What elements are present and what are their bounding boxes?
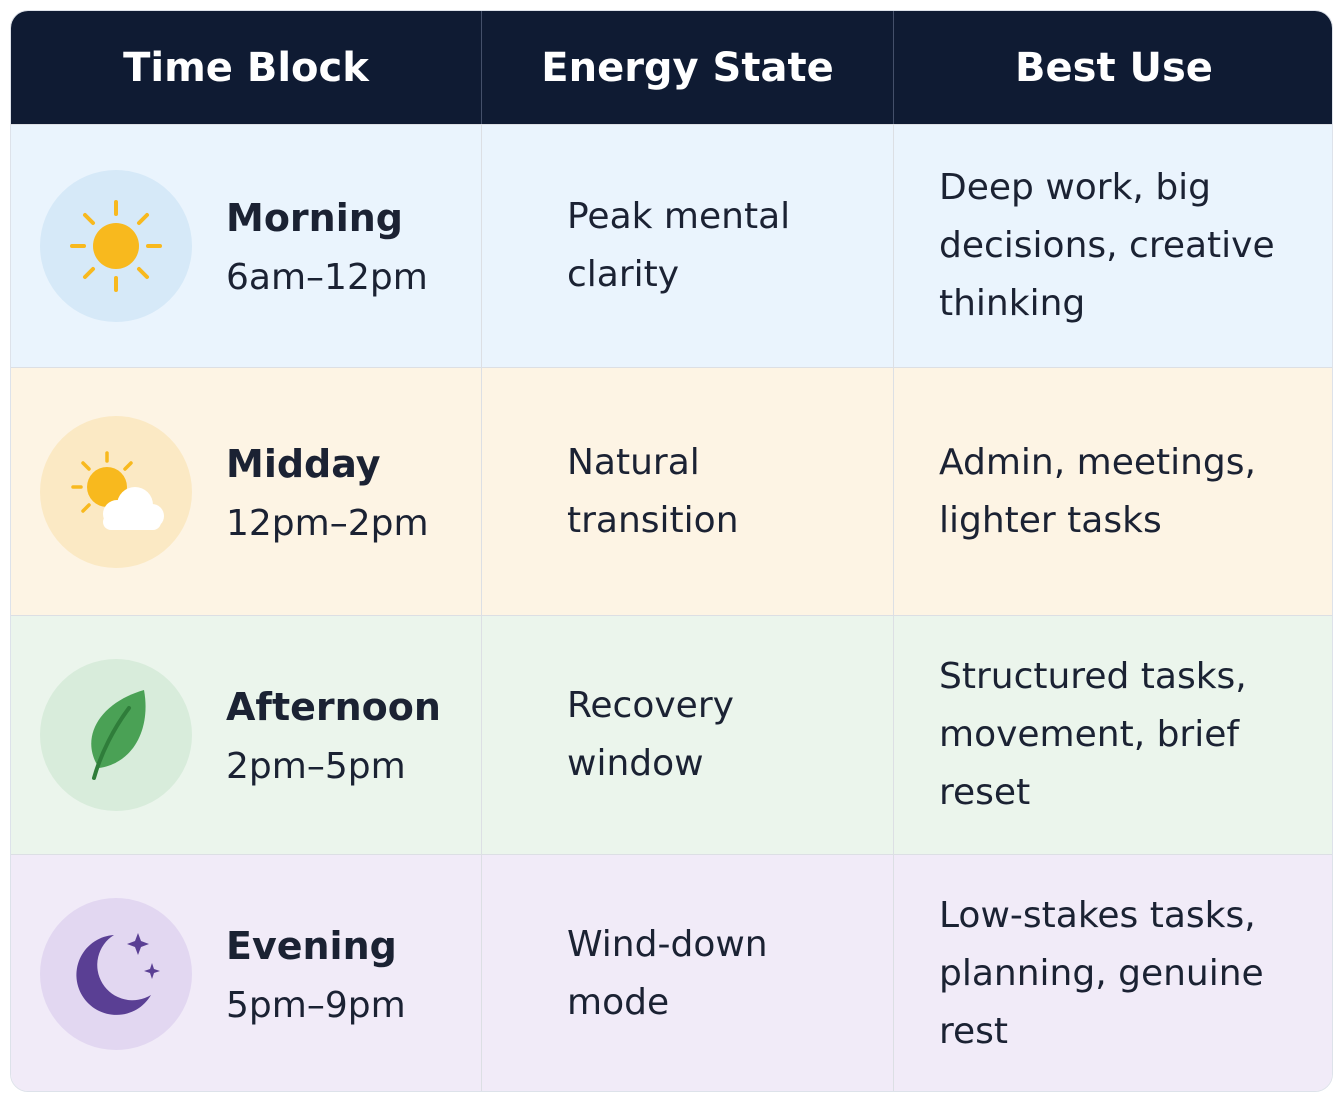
cell: Midday 12pm–2pm — [11, 368, 482, 615]
best-use-text: Structured tasks, movement, brief reset — [939, 656, 1247, 813]
cell: Afternoon 2pm–5pm — [11, 616, 482, 854]
best-use-text: Admin, meetings, lighter tasks — [939, 441, 1256, 541]
sun-cloud-icon — [40, 415, 192, 568]
best-use-text: Low-stakes tasks, planning, genuine rest — [939, 895, 1264, 1052]
row: Evening 5pm–9pm Wind-down mode Low-stake… — [11, 854, 1332, 1091]
block-name: Morning — [226, 196, 403, 240]
moon-icon — [40, 898, 192, 1050]
cell: Wind-down mode — [482, 855, 894, 1091]
cell: Natural transition — [482, 368, 894, 615]
best-use-text: Deep work, big decisions, creative think… — [939, 167, 1275, 324]
leaf-icon — [40, 659, 192, 811]
cell: Peak mental clarity — [482, 125, 894, 367]
cell: Evening 5pm–9pm — [11, 855, 482, 1091]
block-time: 5pm–9pm — [226, 985, 406, 1026]
block-time: 2pm–5pm — [226, 746, 406, 787]
energy-text: Recovery window — [567, 685, 734, 784]
cell: Recovery window — [482, 616, 894, 854]
cell: Admin, meetings, lighter tasks — [894, 368, 1332, 615]
cell: Structured tasks, movement, brief reset — [894, 616, 1332, 854]
header-cell: Time Block — [11, 11, 482, 124]
block-name: Afternoon — [226, 685, 441, 729]
block-name: Midday — [226, 441, 381, 486]
header-cell: Energy State — [482, 11, 894, 124]
block-time: 6am–12pm — [226, 257, 428, 298]
energy-text: Natural transition — [567, 441, 739, 541]
sun-icon — [40, 170, 192, 322]
block-time: 12pm–2pm — [226, 502, 429, 544]
energy-text: Peak mental clarity — [567, 196, 791, 295]
header-cell: Best Use — [894, 11, 1332, 124]
cell: Deep work, big decisions, creative think… — [894, 125, 1332, 367]
row: Morning 6am–12pm Peak mental clarity Dee… — [11, 124, 1332, 367]
table: Time Block Energy State Best Use Morning… — [10, 10, 1333, 1092]
cell: Morning 6am–12pm — [11, 125, 482, 367]
row: Afternoon 2pm–5pm Recovery window Struct… — [11, 615, 1332, 854]
energy-text: Wind-down mode — [567, 924, 768, 1023]
cell: Low-stakes tasks, planning, genuine rest — [894, 855, 1332, 1091]
block-name: Evening — [226, 924, 397, 968]
row: Midday 12pm–2pm Natural transition Admin… — [11, 367, 1332, 615]
